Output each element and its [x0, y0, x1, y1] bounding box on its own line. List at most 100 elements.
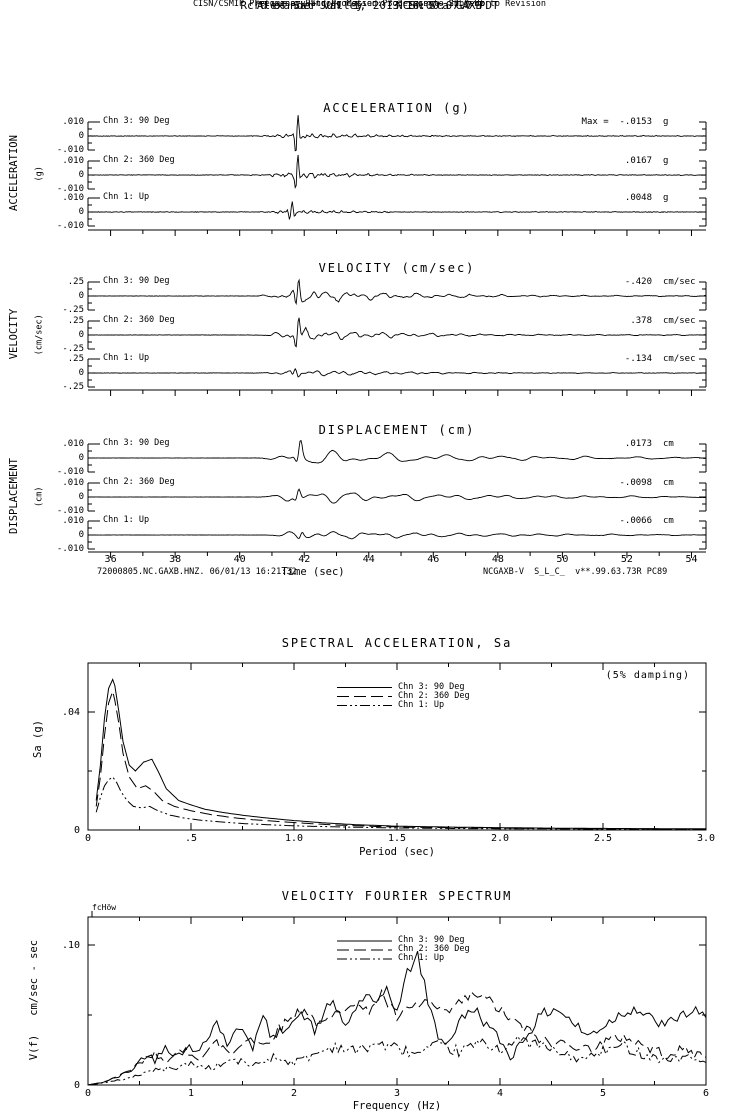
waveform-acceleration-chn2	[88, 154, 706, 190]
fourier-curve-chn-2--360-deg	[87, 988, 707, 1086]
time-tick-label: 48	[491, 554, 504, 565]
peak-unit: cm	[663, 439, 674, 449]
peak-unit: g	[663, 156, 669, 166]
scale-top-label: .25	[67, 354, 84, 364]
trace-row-velocity-2	[87, 317, 707, 350]
peak-unit: cm/sec	[663, 316, 696, 326]
waveform-acceleration-chn3	[87, 201, 706, 220]
waveform-displacement-chn1	[88, 439, 706, 464]
scale-top-label: .010	[62, 439, 84, 449]
fourier-x-tick-label: 1	[187, 1088, 195, 1099]
trace-row-velocity-3	[87, 358, 707, 388]
fourier-corner-frequency-label: fcHöw	[92, 903, 117, 912]
scale-bottom-label: -.25	[62, 305, 84, 315]
processing-disclaimer: CISN/CSMIP Preliminary Strong Motion Pro…	[192, 0, 547, 9]
trace-row-acceleration-1	[87, 115, 707, 152]
processing-version-footer: NCGAXB-V S_L_C_ v**.99.63.73R PC89	[483, 567, 668, 577]
scale-top-label: .010	[62, 117, 84, 127]
scale-zero-label: 0	[78, 170, 84, 180]
scale-top-label: .25	[67, 277, 84, 287]
channel-label: Chn 1: Up	[103, 353, 150, 363]
waveform-velocity-chn1	[88, 278, 706, 306]
sa-box	[87, 662, 707, 831]
scale-zero-label: 0	[78, 131, 84, 141]
scale-zero-label: 0	[78, 368, 84, 378]
scale-zero-label: 0	[78, 291, 84, 301]
group-acceleration	[87, 115, 707, 236]
trace-row-acceleration-3	[87, 197, 707, 227]
time-tick-label: 36	[104, 554, 117, 565]
waveform-velocity-chn3	[87, 367, 706, 378]
sa-x-tick-label: 0	[84, 833, 92, 844]
scale-bottom-label: -.010	[56, 184, 84, 194]
trace-row-displacement-1	[87, 439, 707, 473]
fourier-curve-chn-3--90-deg	[87, 951, 707, 1086]
sa-x-tick-label: 2.0	[490, 833, 510, 844]
scale-zero-label: 0	[78, 330, 84, 340]
fourier-x-tick-label: 6	[702, 1088, 710, 1099]
channel-label: Chn 1: Up	[103, 192, 150, 202]
peak-value: -.420	[624, 277, 652, 287]
time-tick-label: 54	[685, 554, 698, 565]
frequency-band-note: Frequency Band Processed: 3.3 secs to 23…	[254, 0, 485, 9]
fourier-legend-label: Chn 1: Up	[398, 953, 445, 964]
fourier-legend-label: Chn 2: 360 Deg	[398, 944, 470, 955]
waveform-acceleration-chn1	[87, 115, 706, 152]
scale-bottom-label: -.010	[56, 544, 84, 554]
scale-bottom-label: -.010	[56, 467, 84, 477]
sa-x-tick-label: .5	[184, 833, 198, 844]
peak-value: .0173	[624, 439, 652, 449]
fourier-x-axis-label: Frequency (Hz)	[352, 1100, 442, 1112]
fourier-box	[87, 916, 707, 1086]
sa-curve-chn-1--up	[95, 776, 706, 830]
sa-damping-annotation: (5% damping)	[605, 670, 690, 681]
peak-unit: cm/sec	[663, 277, 696, 287]
peak-unit: g	[663, 193, 669, 203]
sa-x-tick-label: 1.5	[387, 833, 407, 844]
scale-top-label: .010	[62, 516, 84, 526]
scale-bottom-label: -.010	[56, 145, 84, 155]
fourier-x-tick-label: 2	[290, 1088, 298, 1099]
fourier-y-tick-label: 0	[73, 1080, 80, 1091]
waveform-velocity-chn2	[87, 317, 706, 348]
side-label-displacement: DISPLACEMENT	[8, 457, 20, 534]
channel-label: Chn 2: 360 Deg	[103, 315, 175, 325]
time-tick-label: 50	[556, 554, 569, 565]
channel-label: Chn 3: 90 Deg	[103, 276, 170, 286]
fourier-curve-chn-1--up	[87, 1035, 707, 1086]
sa-legend-label: Chn 2: 360 Deg	[398, 690, 470, 701]
group-title-velocity: VELOCITY (cm/sec)	[318, 261, 476, 275]
sa-x-axis-label: Period (sec)	[359, 846, 435, 858]
fourier-legend-label: Chn 3: 90 Deg	[398, 935, 465, 946]
peak-value: .378	[630, 316, 652, 326]
channel-label: Chn 3: 90 Deg	[103, 116, 170, 126]
sa-legend-label: Chn 3: 90 Deg	[398, 681, 465, 692]
trace-row-displacement-3	[87, 520, 707, 550]
channel-label: Chn 1: Up	[103, 515, 150, 525]
fourier-x-tick-label: 0	[84, 1088, 92, 1099]
peak-value: Max = -.0153	[581, 117, 652, 127]
sa-frame	[87, 662, 707, 831]
trace-row-displacement-2	[87, 482, 707, 512]
sa-x-tick-label: 2.5	[593, 833, 613, 844]
peak-value: -.0066	[619, 516, 652, 526]
channel-label: Chn 2: 360 Deg	[103, 155, 175, 165]
time-tick-label: 38	[169, 554, 182, 565]
waveform-displacement-chn2	[87, 488, 706, 504]
peak-value: .0048	[624, 193, 652, 203]
scale-zero-label: 0	[78, 530, 84, 540]
peak-unit: g	[663, 117, 669, 127]
sa-plot-title: SPECTRAL ACCELERATION, Sa	[281, 636, 513, 650]
sa-legend-label: Chn 1: Up	[398, 699, 445, 710]
channel-label: Chn 2: 360 Deg	[103, 477, 175, 487]
side-label-velocity: VELOCITY	[8, 308, 20, 359]
channel-label: Chn 3: 90 Deg	[103, 438, 170, 448]
trace-row-velocity-1	[87, 278, 707, 311]
group-displacement	[87, 439, 707, 558]
sa-x-tick-label: 1.0	[284, 833, 304, 844]
time-tick-label: 40	[233, 554, 246, 565]
peak-unit: cm	[663, 516, 674, 526]
time-axis-label: Time (sec)	[281, 566, 345, 578]
side-label-acceleration: ACCELERATION	[8, 135, 20, 211]
